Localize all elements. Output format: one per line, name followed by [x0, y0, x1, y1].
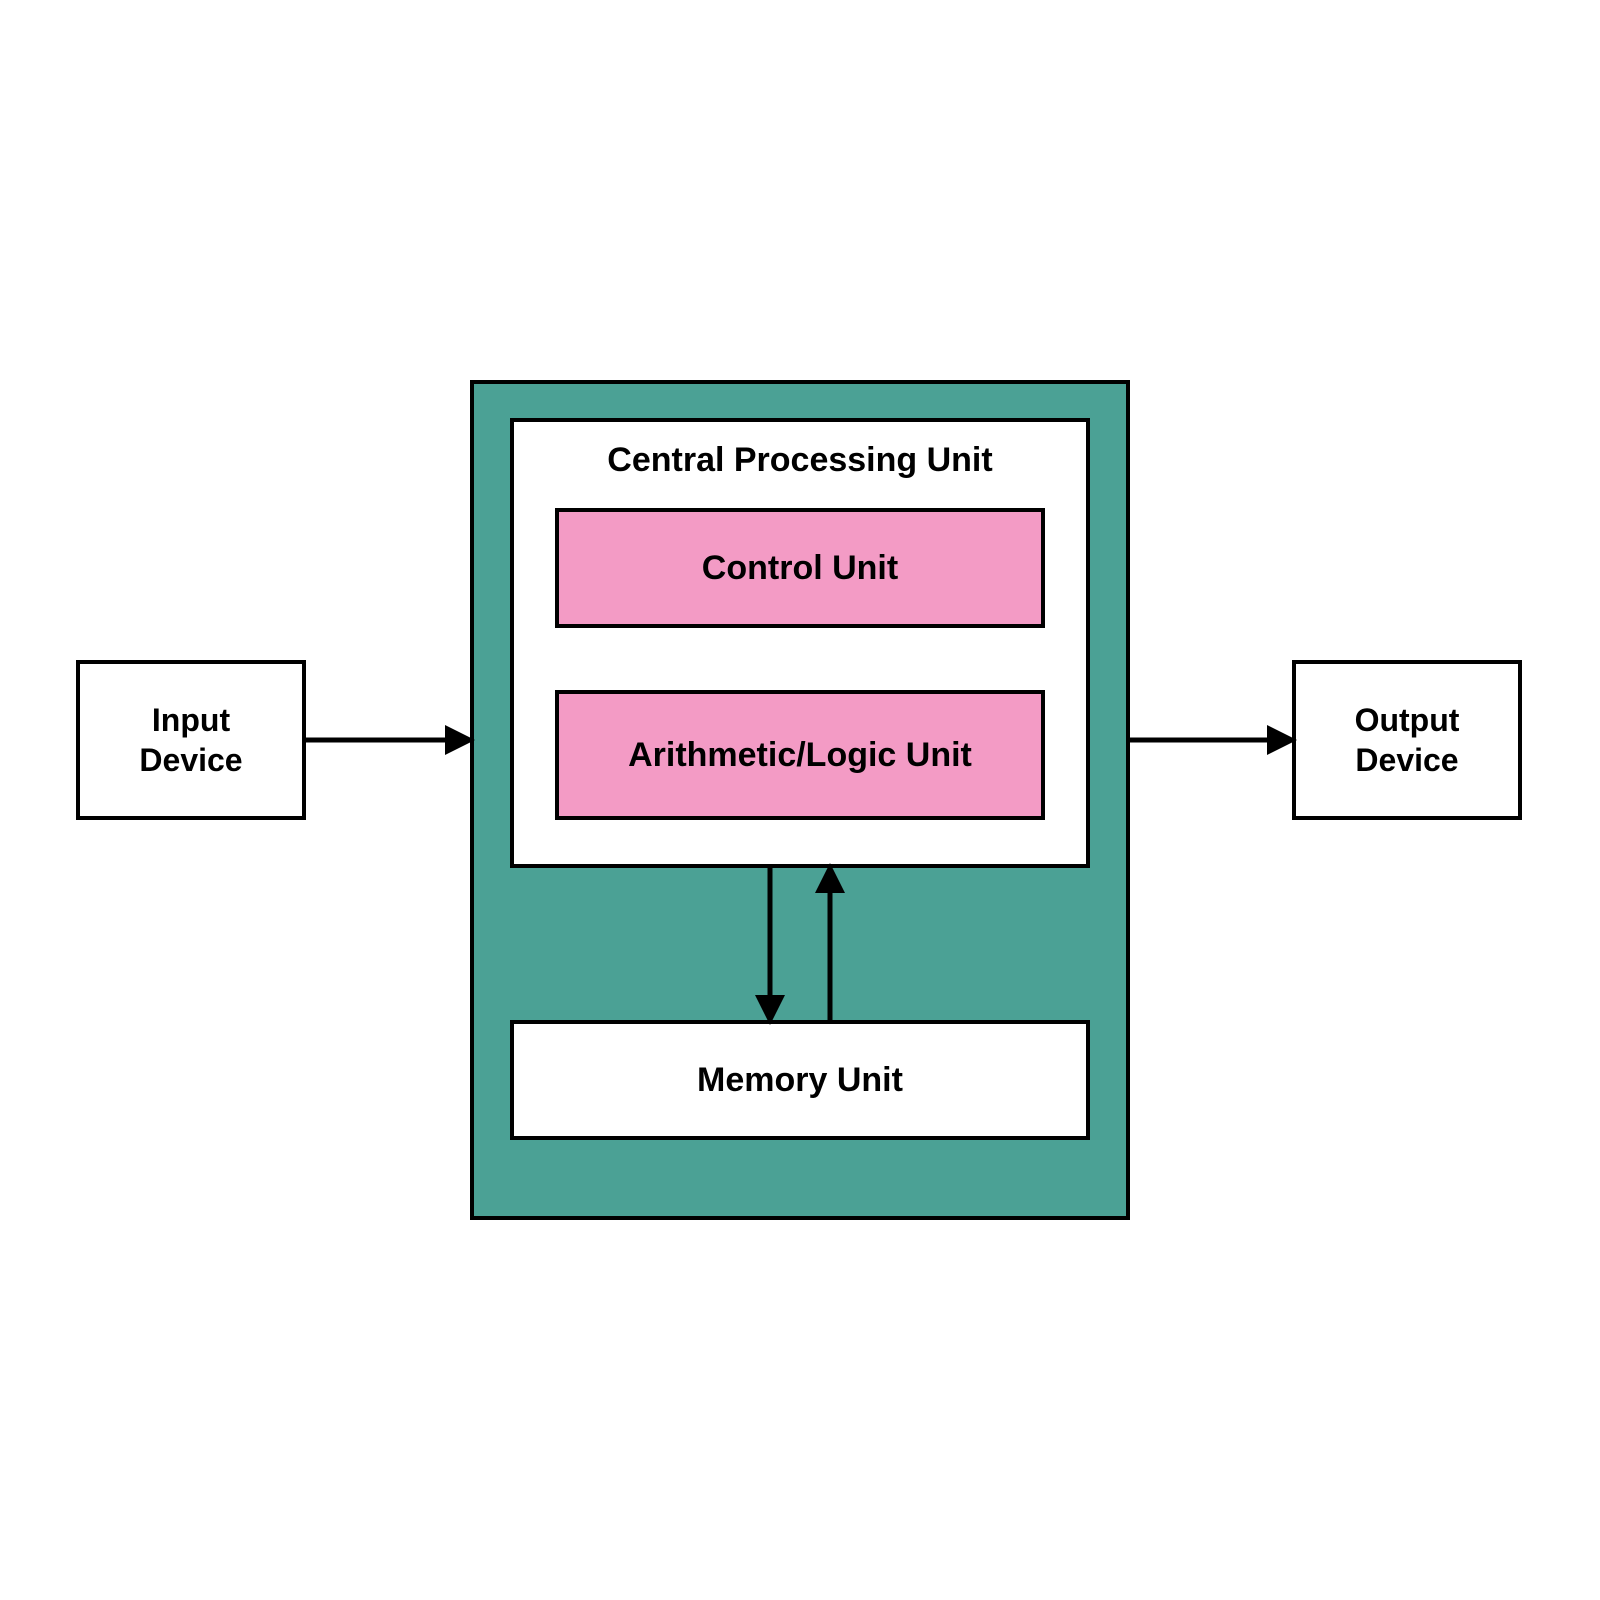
diagram-canvas: Central Processing Unit Control Unit Ari… [0, 0, 1600, 1600]
control-unit-box: Control Unit [555, 508, 1045, 628]
control-unit-label: Control Unit [702, 547, 898, 590]
input-device-box: InputDevice [76, 660, 306, 820]
cpu-title-text: Central Processing Unit [607, 439, 992, 482]
output-device-box: OutputDevice [1292, 660, 1522, 820]
memory-unit-box: Memory Unit [510, 1020, 1090, 1140]
cpu-title-label: Central Processing Unit [510, 430, 1090, 490]
alu-box: Arithmetic/Logic Unit [555, 690, 1045, 820]
input-device-label: InputDevice [139, 700, 242, 780]
memory-unit-label: Memory Unit [697, 1059, 903, 1102]
output-device-label: OutputDevice [1355, 700, 1460, 780]
alu-label: Arithmetic/Logic Unit [628, 734, 972, 777]
